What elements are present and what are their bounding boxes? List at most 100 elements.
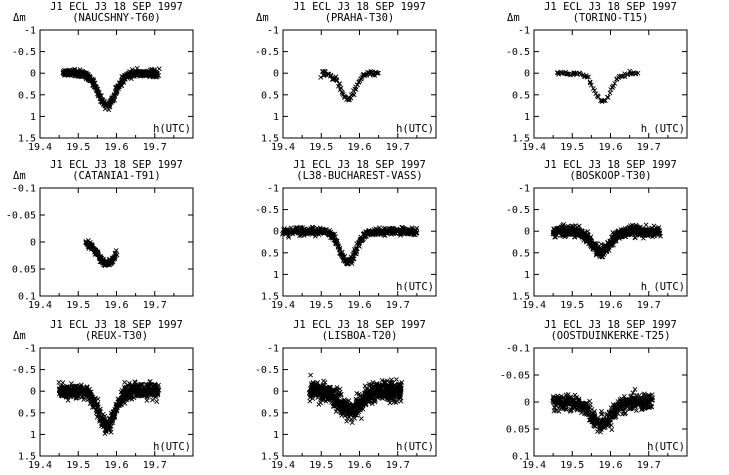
x-axis-label: h(UTC) [153, 123, 191, 135]
data-point [335, 243, 341, 249]
data-point [108, 429, 114, 435]
chart-panel-4: J1 ECL J3 18 SEP 1997(CATANIA1-T91) Δm 19.… [6, 159, 194, 311]
data-point [114, 88, 120, 94]
y-tick-label: 1 [273, 270, 279, 281]
data-point [337, 245, 343, 251]
plot-frame [282, 29, 437, 139]
data-point [89, 242, 95, 248]
data-point [572, 392, 578, 398]
chart-title: J1 ECL J3 18 SEP 1997 [50, 1, 183, 13]
chart-panel-8: J1 ECL J3 18 SEP 1997(LISBOA-T20)19.4 19.… [255, 319, 437, 471]
chart-panel-1: J1 ECL J3 18 SEP 1997(NAUCSHNY-T60) Δm 19.… [12, 1, 194, 153]
x-tick-label: 19.6 [598, 300, 622, 311]
chart-subtitle: (OOSTDUINKERKE-T25) [550, 330, 670, 342]
data-series [280, 224, 420, 267]
y-tick-label: -0.5 [255, 47, 279, 58]
y-tick-label: 0.1 [18, 292, 36, 303]
y-tick-label: 0 [30, 238, 36, 249]
x-tick-label: 19.7 [637, 300, 661, 311]
data-point [612, 80, 618, 86]
y-tick-label: -0.1 [506, 344, 530, 355]
data-point [339, 89, 345, 95]
data-point [344, 418, 350, 424]
data-point [351, 256, 357, 262]
data-point [348, 417, 354, 422]
y-axis-label: Δm [13, 330, 26, 342]
x-tick-label: 19.7 [386, 142, 410, 153]
x-tick-label: 19.4 [28, 142, 52, 153]
data-point [56, 379, 62, 385]
y-tick-label: -0.5 [255, 205, 279, 216]
data-point [643, 222, 649, 228]
data-point [92, 80, 98, 86]
data-point [610, 83, 616, 89]
y-tick-label: 0.5 [261, 408, 279, 419]
y-tick-label: -0.5 [506, 205, 530, 216]
x-tick-label: 19.4 [522, 142, 546, 153]
x-tick-label: 19.6 [104, 142, 128, 153]
data-point [310, 224, 316, 230]
chart-title: J1 ECL J3 18 SEP 1997 [50, 159, 183, 171]
y-tick-label: -0.5 [506, 47, 530, 58]
data-point [156, 66, 162, 72]
chart-panel-9: J1 ECL J3 18 SEP 1997(OOSTDUINKERKE-T25)… [500, 319, 688, 471]
x-tick-label: 19.6 [104, 460, 128, 471]
x-axis-label: h(UTC) [396, 441, 434, 453]
data-point [633, 408, 639, 413]
data-point [608, 422, 614, 428]
y-tick-label: 0 [524, 398, 530, 409]
data-point [119, 83, 125, 89]
data-point [154, 399, 160, 405]
y-tick-label: 1.5 [261, 452, 279, 463]
y-tick-label: 1 [273, 430, 279, 441]
y-tick-label: 0 [273, 69, 279, 80]
y-tick-label: 0 [273, 227, 279, 238]
data-point [605, 94, 611, 100]
y-tick-label: 0 [524, 69, 530, 80]
x-axis-label: h(UTC) [647, 441, 685, 453]
y-tick-label: 0.1 [512, 452, 530, 463]
y-tick-label: 1.5 [261, 292, 279, 303]
y-tick-label: -0.5 [255, 365, 279, 376]
x-tick-label: 19.7 [386, 300, 410, 311]
data-point [107, 102, 113, 108]
x-axis-label: h(UTC) [396, 123, 434, 135]
data-point [106, 107, 112, 113]
data-series [318, 68, 381, 103]
data-point [587, 79, 593, 85]
y-tick-label: 0.05 [12, 265, 36, 276]
y-tick-label: -0.5 [12, 365, 36, 376]
chart-subtitle: (REUX-T30) [85, 330, 148, 342]
data-point [349, 420, 355, 426]
y-tick-label: 1.5 [261, 134, 279, 145]
chart-title: J1 ECL J3 18 SEP 1997 [293, 1, 426, 13]
y-tick-label: -0.05 [6, 211, 36, 222]
x-tick-label: 19.6 [598, 460, 622, 471]
chart-panel-5: J1 ECL J3 18 SEP 1997(L38-BUCHAREST-VASS… [255, 159, 437, 311]
x-tick-label: 19.7 [143, 142, 167, 153]
data-point [565, 71, 571, 77]
y-tick-label: 1.5 [18, 452, 36, 463]
data-point [337, 81, 343, 87]
data-series [60, 65, 162, 113]
data-point [635, 70, 641, 76]
chart-subtitle: (TORINO-T15) [573, 12, 649, 24]
chart-subtitle: (CATANIA1-T91) [72, 170, 161, 182]
x-tick-label: 19.6 [104, 300, 128, 311]
data-point [98, 94, 104, 100]
data-point [113, 250, 119, 256]
x-tick-label: 19.5 [560, 460, 584, 471]
data-point [595, 94, 601, 100]
data-point [107, 104, 113, 110]
data-point [588, 82, 594, 88]
y-tick-label: -1 [267, 26, 279, 37]
plot-frame [39, 187, 194, 297]
x-tick-label: 19.5 [66, 300, 90, 311]
data-point [286, 234, 292, 240]
data-point [150, 397, 155, 403]
x-tick-label: 19.5 [309, 142, 333, 153]
chart-title: J1 ECL J3 18 SEP 1997 [544, 1, 677, 13]
plot-frame [533, 29, 688, 139]
